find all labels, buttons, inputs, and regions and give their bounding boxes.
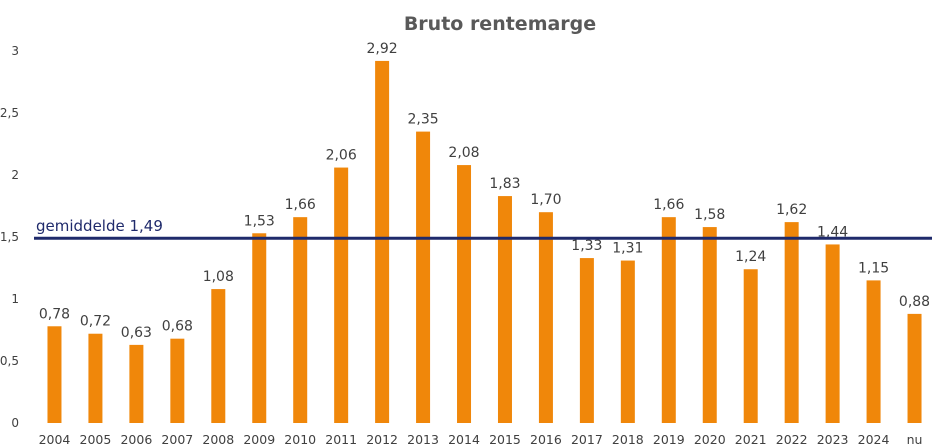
data-label: 1,62 [776, 202, 807, 218]
bar [47, 326, 62, 423]
x-tick-label: 2012 [366, 432, 398, 447]
data-label: 2,35 [407, 112, 438, 128]
y-tick-label: 2,5 [0, 106, 19, 120]
data-label: 0,78 [39, 306, 70, 322]
data-label: 1,70 [530, 192, 561, 208]
bar [334, 167, 349, 423]
x-tick-label: 2019 [653, 432, 685, 447]
y-tick-label: 0,5 [0, 354, 19, 368]
bar [743, 269, 758, 423]
bar [293, 217, 308, 423]
x-tick-label: 2023 [817, 432, 849, 447]
x-tick-label: 2016 [530, 432, 562, 447]
data-label: 0,63 [121, 325, 152, 341]
bar [866, 280, 881, 423]
x-tick-label: 2011 [325, 432, 357, 447]
bar [211, 289, 226, 423]
data-label: 1,66 [285, 197, 316, 213]
bar [88, 333, 103, 423]
bar [825, 244, 840, 423]
bars [47, 60, 922, 424]
data-label: 0,72 [80, 314, 111, 330]
bar [497, 196, 512, 423]
x-tick-label: 2013 [407, 432, 439, 447]
data-label: 1,15 [858, 260, 889, 276]
y-tick-label: 2 [11, 168, 19, 182]
y-axis: 0 0,5 1 1,5 2 2,5 3 [0, 44, 19, 430]
data-label: 1,44 [817, 224, 848, 240]
x-tick-label: 2017 [571, 432, 603, 447]
y-tick-label: 1,5 [0, 230, 19, 244]
bar [375, 60, 390, 424]
bar [538, 212, 553, 423]
data-label: 1,58 [694, 207, 725, 223]
data-label: 1,83 [489, 176, 520, 192]
y-tick-label: 1 [11, 292, 19, 306]
bar [170, 338, 185, 423]
bar [702, 227, 717, 423]
data-label: 0,68 [162, 319, 193, 335]
y-tick-label: 0 [11, 416, 19, 430]
data-label: 0,88 [899, 294, 930, 310]
x-tick-label: 2022 [776, 432, 808, 447]
x-tick-label: 2004 [39, 432, 71, 447]
data-label: 2,92 [367, 41, 398, 57]
data-label: 1,24 [735, 249, 766, 265]
x-tick-label: 2018 [612, 432, 644, 447]
data-label: 1,33 [571, 238, 602, 254]
x-tick-label: 2010 [284, 432, 316, 447]
data-label: 1,53 [244, 213, 275, 229]
x-tick-label: 2008 [202, 432, 234, 447]
bar [784, 222, 799, 423]
x-tick-label: 2005 [80, 432, 112, 447]
x-axis: 2004 2005 2006 2007 2008 2009 2010 2011 2012 2013… [39, 432, 923, 447]
bar [579, 258, 594, 423]
x-tick-label: 2021 [735, 432, 767, 447]
data-labels: 0,78 0,72 0,63 0,68 1,08 1,53 1,66 2,06 2,92 2,35… [39, 41, 930, 341]
data-label: 1,08 [203, 269, 234, 285]
bar [907, 313, 922, 423]
x-tick-label: 2006 [120, 432, 152, 447]
bar [416, 131, 431, 423]
bar [129, 344, 144, 423]
average-label: gemiddelde 1,49 [36, 217, 163, 235]
y-tick-label: 3 [11, 44, 19, 58]
data-label: 1,31 [612, 241, 643, 257]
data-label: 2,08 [448, 145, 479, 161]
x-tick-label: 2009 [243, 432, 275, 447]
x-tick-label: 2014 [448, 432, 480, 447]
data-label: 2,06 [326, 148, 357, 164]
x-tick-label: nu [907, 432, 923, 447]
x-tick-label: 2020 [694, 432, 726, 447]
chart-title: Bruto rentemarge [404, 13, 596, 35]
x-tick-label: 2015 [489, 432, 521, 447]
data-label: 1,66 [653, 197, 684, 213]
bar [661, 217, 676, 423]
bar [252, 233, 267, 423]
bar [620, 260, 635, 423]
bar [457, 165, 472, 423]
x-tick-label: 2024 [858, 432, 890, 447]
x-tick-label: 2007 [161, 432, 193, 447]
